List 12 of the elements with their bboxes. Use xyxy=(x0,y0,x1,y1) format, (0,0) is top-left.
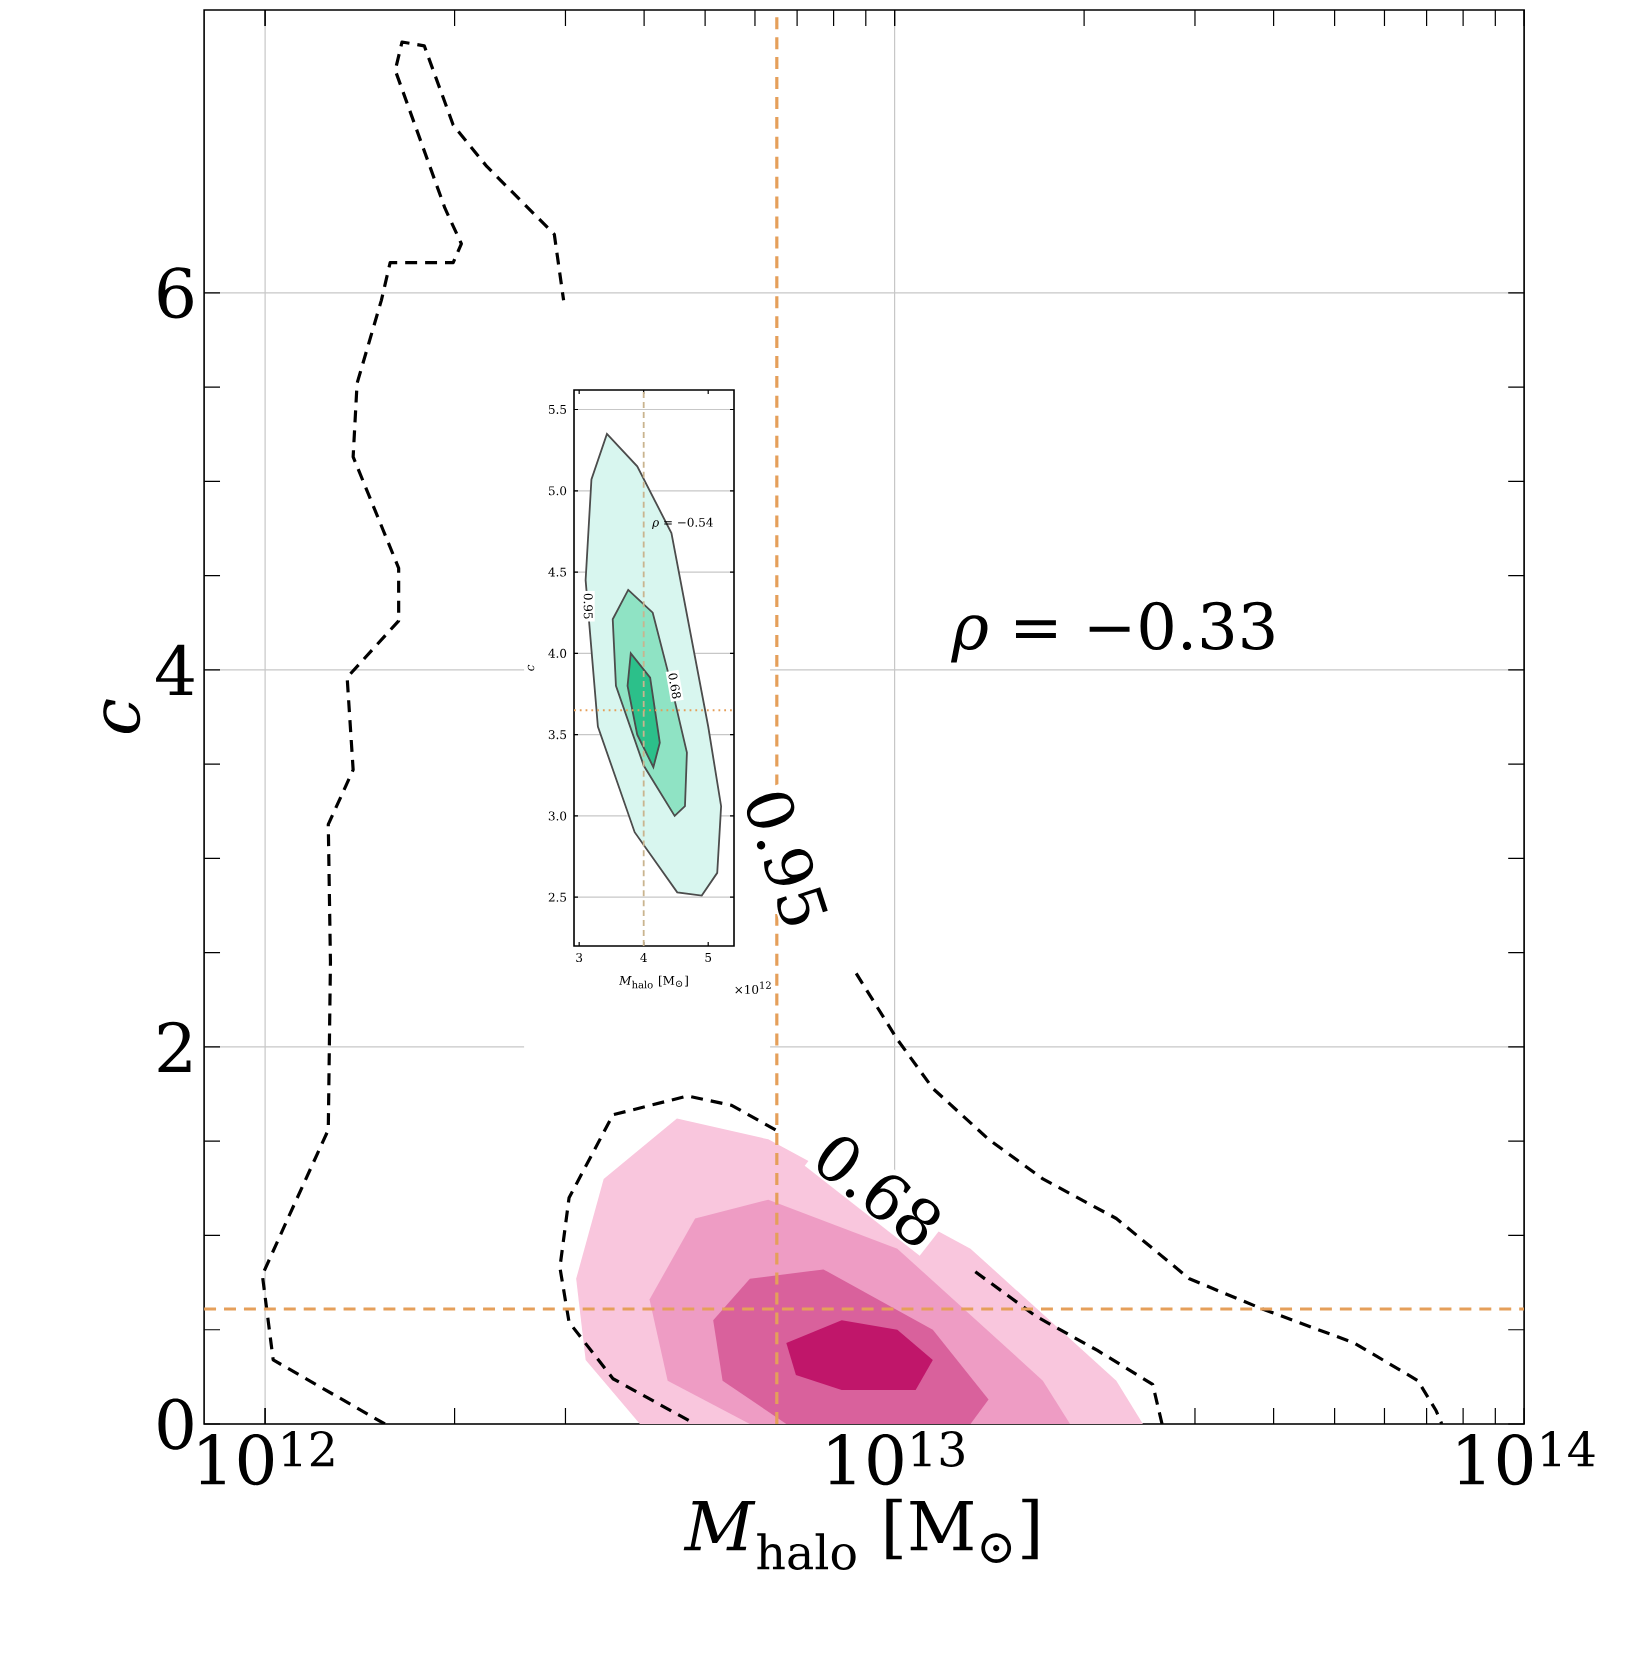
annotation: ρ = −0.33 xyxy=(950,601,1274,663)
y-tick-label: 4 xyxy=(156,644,194,695)
annotation: 0.68 xyxy=(818,1136,940,1245)
annotation: 0.95 xyxy=(746,792,828,925)
y-tick-label: 0 xyxy=(158,1398,193,1450)
y-tick-label: 2 xyxy=(158,1021,191,1073)
x-axis-title: M$_{halo}$ [M$_{⊙}$] xyxy=(683,1498,1038,1570)
x-tick-label: 10$^{13}$ xyxy=(829,1431,964,1486)
y-tick-label: 6 xyxy=(158,267,193,319)
x-tick-label: 10$^{14}$ xyxy=(1458,1431,1595,1486)
x-tick-label: 10$^{12}$ xyxy=(199,1431,334,1486)
y-axis-title: c xyxy=(103,699,141,734)
